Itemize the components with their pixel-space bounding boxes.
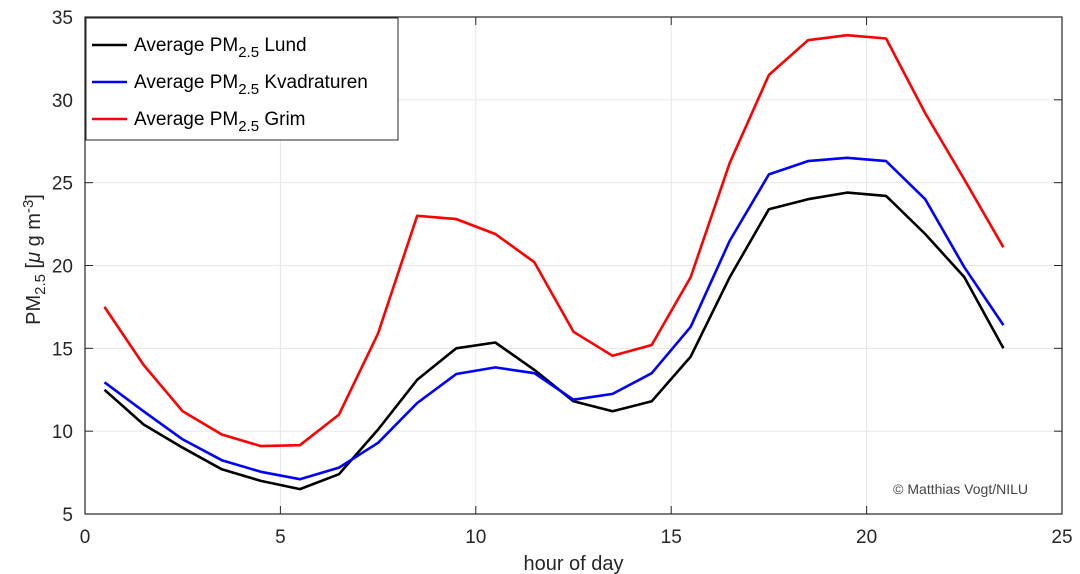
legend-entry-suffix: Grim xyxy=(259,109,305,130)
x-tick-label: 5 xyxy=(275,527,286,548)
y-axis-label-subscript: 2.5 xyxy=(32,274,49,295)
legend-entry-1: Average PM2.5 Kvadraturen xyxy=(134,72,368,98)
y-axis-label-superscript: -3 xyxy=(20,200,37,213)
legend-entry-subscript: 2.5 xyxy=(238,81,259,98)
legend-entry-subscript: 2.5 xyxy=(238,118,259,135)
x-tick-label: 15 xyxy=(661,527,682,548)
legend-entry-suffix: Kvadraturen xyxy=(259,72,368,93)
y-tick-label: 25 xyxy=(52,174,73,195)
y-axis-label: PM2.5 [μ g m-3] xyxy=(20,194,49,325)
y-tick-label: 35 xyxy=(52,8,73,29)
x-tick-label: 0 xyxy=(80,527,91,548)
y-axis-label-unit-open: [ xyxy=(23,262,45,274)
x-tick-label: 10 xyxy=(465,527,486,548)
y-axis-label-unit-close: ] xyxy=(23,194,45,200)
y-axis-label-mu: μ xyxy=(23,252,45,264)
legend-entry-prefix: Average PM xyxy=(134,35,238,56)
legend-entry-suffix: Lund xyxy=(259,35,307,56)
legend-entry-0: Average PM2.5 Lund xyxy=(134,35,307,61)
legend-box xyxy=(85,17,399,141)
y-tick-label: 20 xyxy=(52,257,73,278)
legend-entry-prefix: Average PM xyxy=(134,109,238,130)
legend-entry-subscript: 2.5 xyxy=(238,44,259,61)
y-axis-ticks: 5 10 15 20 25 30 35 xyxy=(52,8,1062,526)
y-tick-label: 30 xyxy=(52,91,73,112)
y-axis-label-main: PM xyxy=(23,295,45,325)
legend-entry-prefix: Average PM xyxy=(134,72,238,93)
series-line-1 xyxy=(103,156,1005,481)
y-tick-label: 5 xyxy=(62,505,73,526)
y-tick-label: 15 xyxy=(52,339,73,360)
x-axis-ticks: 0 5 10 15 20 25 xyxy=(80,17,1073,548)
series-lines xyxy=(103,33,1005,491)
x-tick-label: 25 xyxy=(1051,527,1072,548)
series-line-2 xyxy=(103,33,1005,448)
x-tick-label: 20 xyxy=(856,527,877,548)
x-axis-label: hour of day xyxy=(523,553,623,574)
legend-entry-2: Average PM2.5 Grim xyxy=(134,109,306,135)
y-tick-label: 10 xyxy=(52,422,73,443)
credit-text: © Matthias Vogt/NILU xyxy=(893,481,1028,497)
y-axis-label-unit-mid: g m xyxy=(23,213,45,252)
series-line-0 xyxy=(103,191,1005,491)
